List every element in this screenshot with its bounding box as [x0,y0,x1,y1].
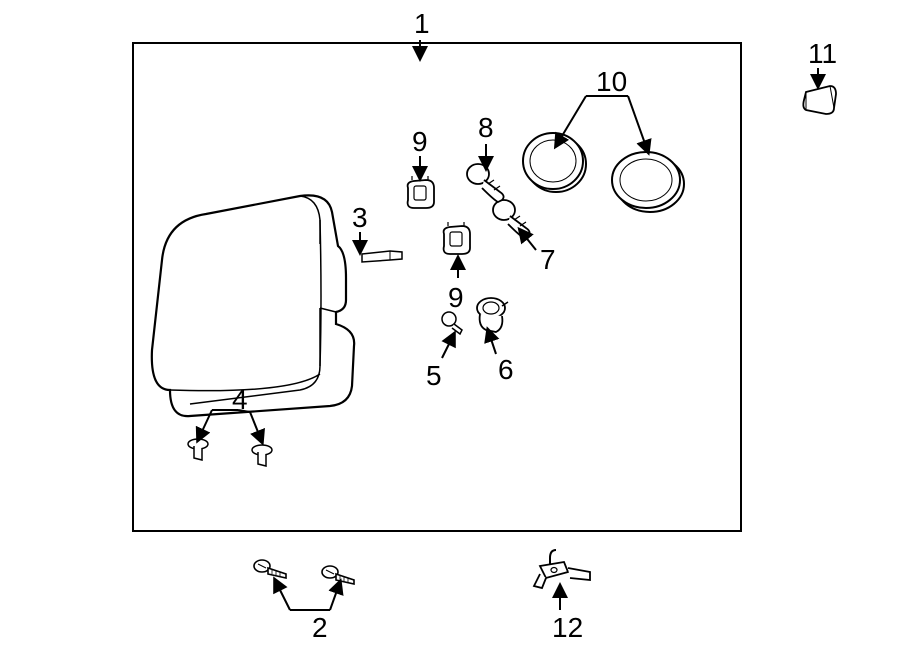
callout-label-12: 12 [552,612,583,644]
callout-arrow-6 [488,330,496,354]
callout-arrow-7 [520,230,536,250]
callout-arrow-10 [628,96,648,152]
callout-arrow-10 [556,96,586,146]
callout-label-9b: 9 [448,282,464,314]
arrows-layer [0,0,900,661]
diagram-canvas: 1234567899101112 [0,0,900,661]
callout-arrow-4 [250,412,262,442]
callout-label-8: 8 [478,112,494,144]
callout-label-5: 5 [426,360,442,392]
callout-label-9a: 9 [412,126,428,158]
callout-arrow-2 [330,582,340,610]
callout-arrow-2 [275,580,290,610]
callout-label-3: 3 [352,202,368,234]
callout-label-11: 11 [808,38,837,70]
callout-label-4: 4 [232,384,248,416]
callout-label-1: 1 [414,8,430,40]
callout-label-10: 10 [596,66,627,98]
callout-label-6: 6 [498,354,514,386]
callout-label-7: 7 [540,244,556,276]
callout-label-2: 2 [312,612,328,644]
callout-arrow-4 [198,410,212,440]
callout-arrow-5 [442,334,454,358]
